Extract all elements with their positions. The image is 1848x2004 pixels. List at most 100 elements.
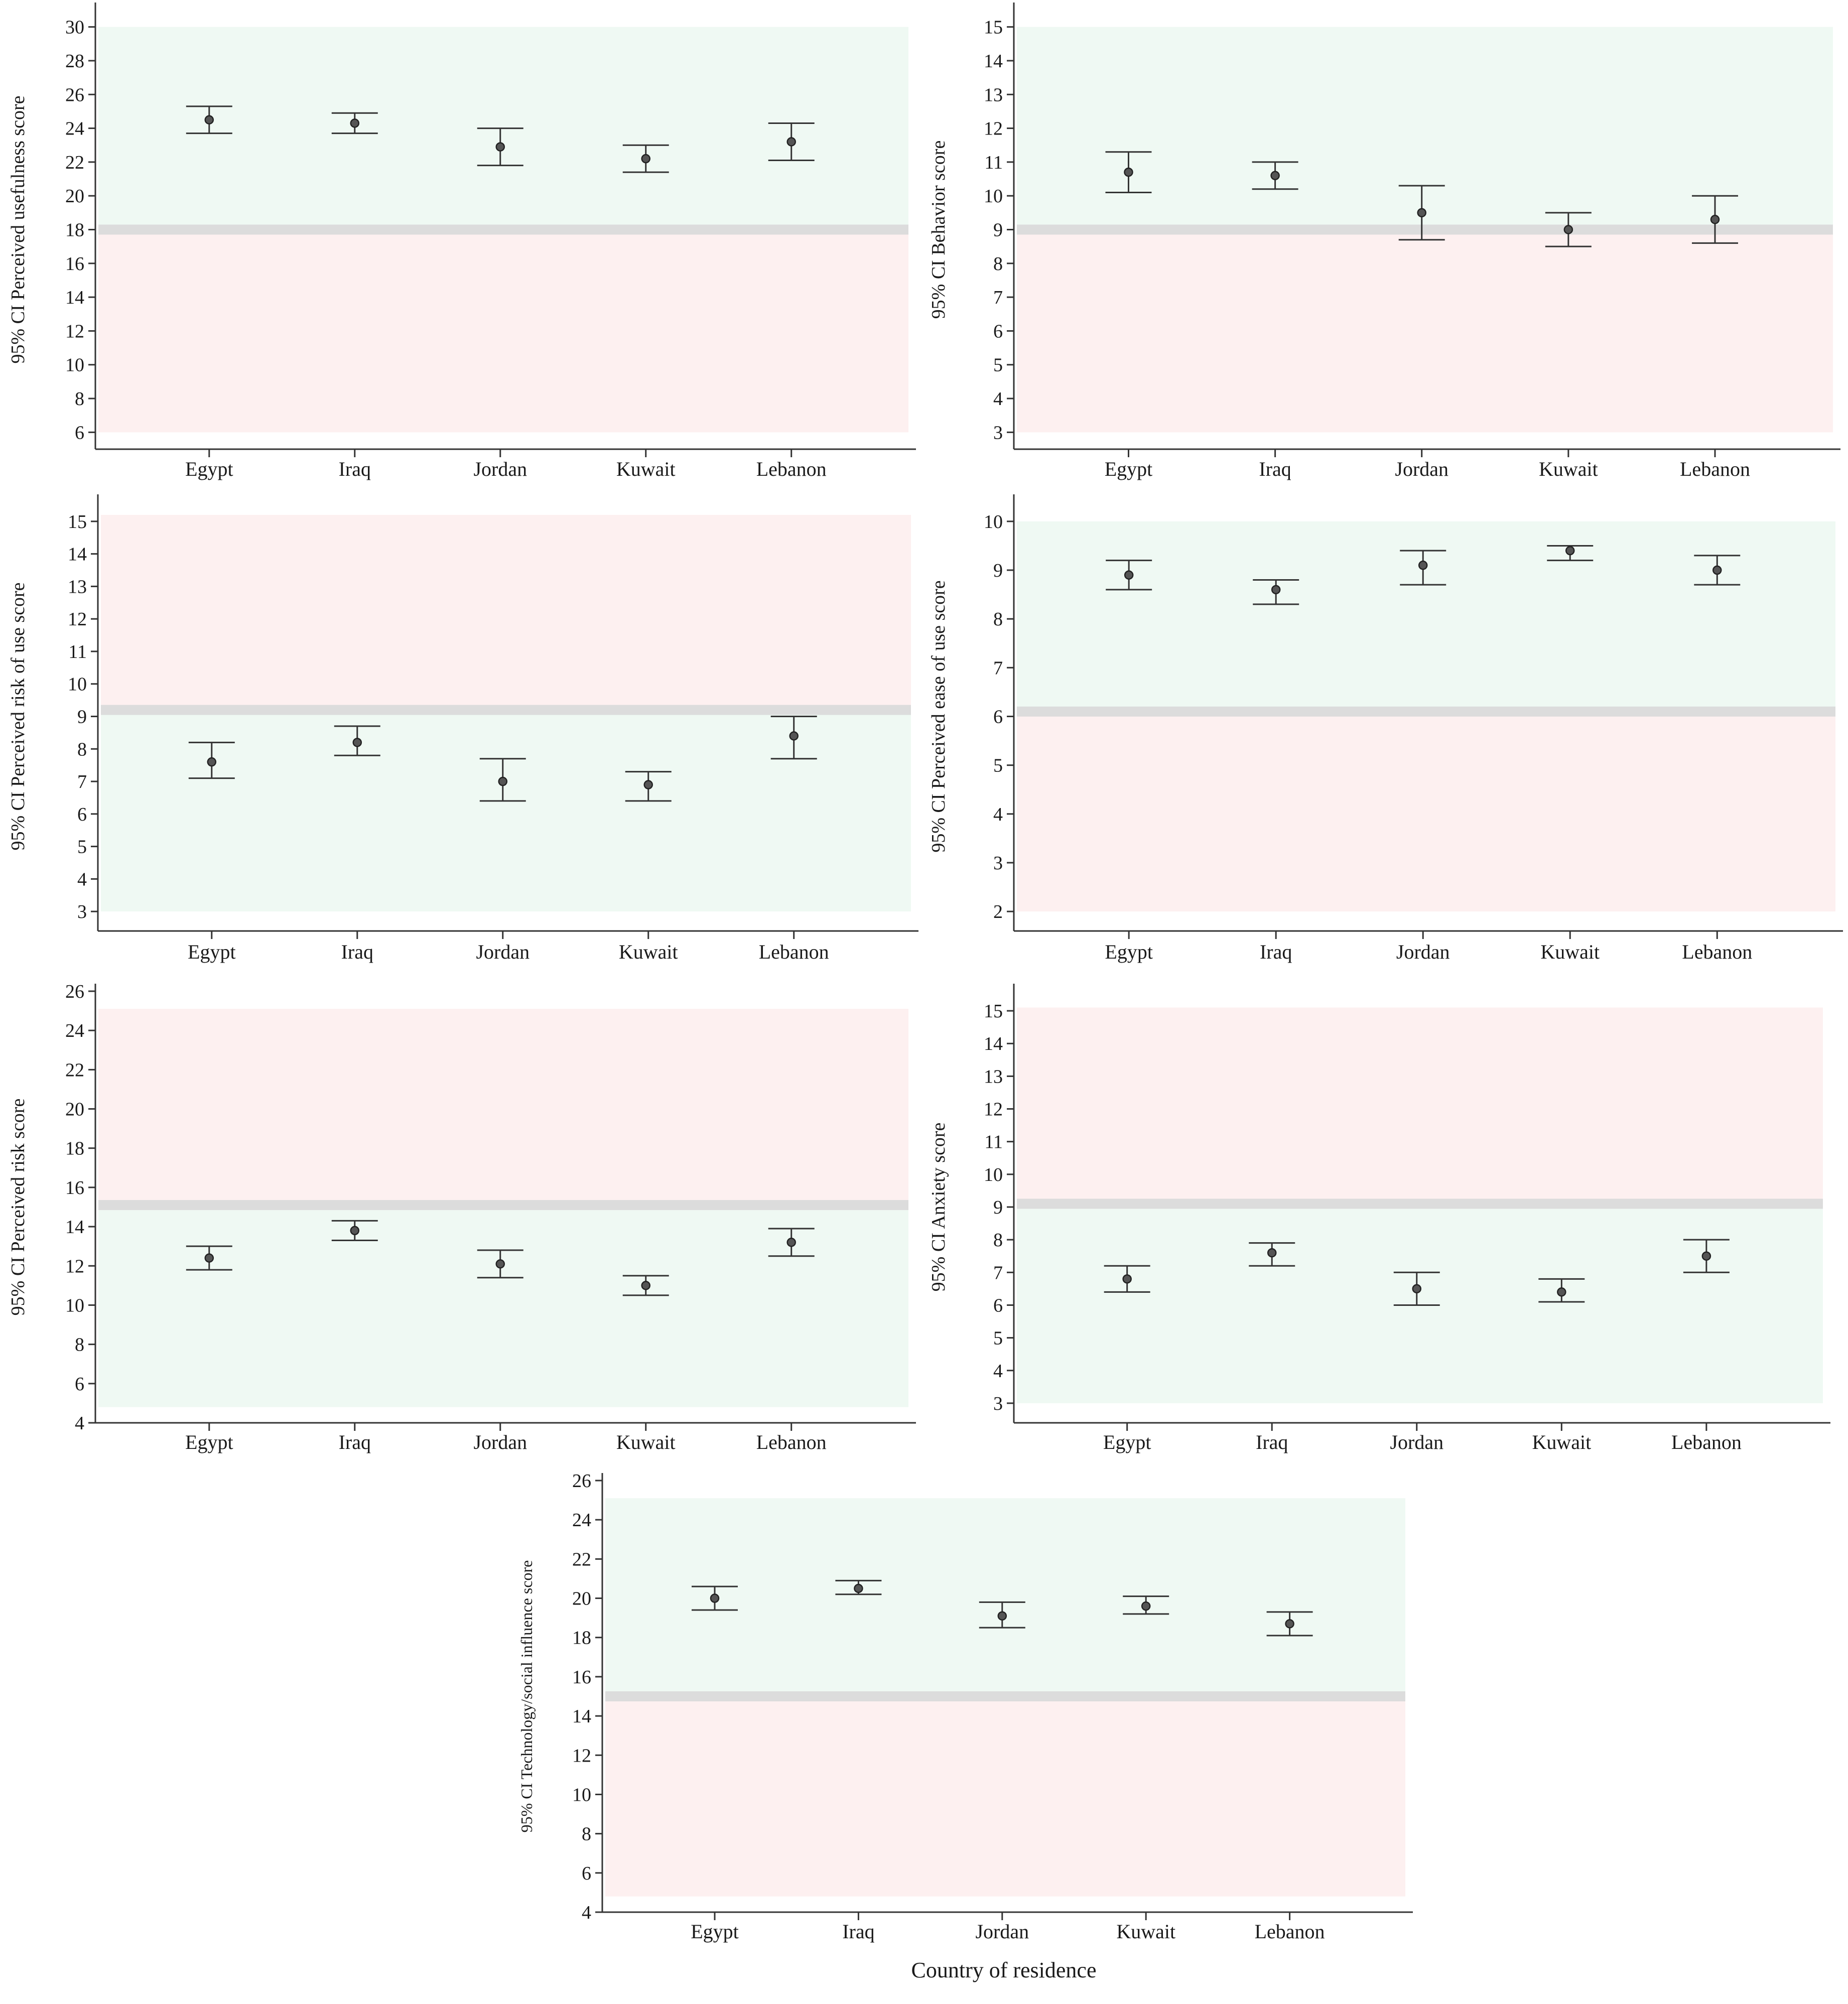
x-tick-label: Egypt bbox=[1105, 458, 1153, 480]
x-tick-label: Iraq bbox=[842, 1920, 874, 1943]
y-tick-label: 13 bbox=[984, 84, 1003, 105]
perceived-risk-chart: 4 6 8 10 12 14 16 18 20 22 24 26 95% CI Perceived ri… bbox=[0, 981, 923, 1463]
y-tick-label: 26 bbox=[572, 1471, 591, 1492]
x-tick-label: Jordan bbox=[473, 1431, 527, 1453]
mean-point bbox=[495, 1259, 505, 1269]
y-tick-label: 5 bbox=[77, 837, 87, 858]
y-tick-label: 9 bbox=[77, 707, 87, 728]
mean-point bbox=[350, 1226, 360, 1236]
x-tick-label: Jordan bbox=[1396, 941, 1450, 963]
y-tick-label: 4 bbox=[993, 388, 1003, 410]
y-tick-label: 6 bbox=[993, 707, 1003, 728]
threshold-line bbox=[1017, 706, 1835, 717]
red-band bbox=[101, 514, 911, 710]
y-tick-label: 4 bbox=[993, 1361, 1003, 1382]
x-tick-label: Iraq bbox=[1260, 941, 1292, 963]
red-band bbox=[1017, 1007, 1823, 1204]
y-tick-label: 14 bbox=[984, 1033, 1003, 1054]
y-axis-title: 95% CI Perceived usefulness score bbox=[8, 96, 29, 364]
y-tick-label: 12 bbox=[984, 118, 1003, 140]
y-tick-label: 10 bbox=[984, 1164, 1003, 1185]
y-tick-label: 18 bbox=[65, 1138, 84, 1159]
y-axis-title: 95% CI Behavior score bbox=[928, 141, 949, 319]
x-tick-label: Lebanon bbox=[1682, 941, 1752, 963]
x-tick-label: Kuwait bbox=[616, 1431, 676, 1453]
y-tick-label: 15 bbox=[984, 17, 1003, 38]
red-band bbox=[1017, 229, 1833, 433]
chart-svg: 3 4 5 6 7 8 9 10 11 12 13 14 15 95% CI Anxiety score E… bbox=[928, 984, 1830, 1453]
risk-of-use-chart: 3 4 5 6 7 8 9 10 11 12 13 14 15 95% CI Perceived risk… bbox=[0, 492, 923, 984]
x-tick-label: Iraq bbox=[1256, 1431, 1288, 1453]
mean-point bbox=[1557, 1287, 1566, 1297]
mean-point bbox=[1285, 1619, 1294, 1629]
y-tick-label: 4 bbox=[77, 869, 87, 890]
x-tick-label: Lebanon bbox=[1680, 458, 1750, 480]
social-influence-chart: 4 6 8 10 12 14 16 18 20 22 24 26 95% CI Technology/s… bbox=[517, 1471, 1420, 1952]
chart-svg: 2 3 4 5 6 7 8 9 10 95% CI Perceived ease of use s… bbox=[928, 494, 1843, 963]
y-tick-label: 10 bbox=[65, 355, 84, 376]
x-tick-label: Kuwait bbox=[616, 458, 676, 480]
x-tick-label: Iraq bbox=[339, 1431, 371, 1453]
y-tick-label: 6 bbox=[77, 804, 87, 825]
mean-point bbox=[1267, 1248, 1277, 1258]
x-tick-label: Iraq bbox=[339, 458, 371, 480]
mean-point bbox=[495, 142, 505, 152]
mean-point bbox=[204, 115, 214, 124]
y-tick-label: 7 bbox=[993, 657, 1003, 679]
x-tick-label: Egypt bbox=[1103, 1431, 1151, 1453]
ease-of-use-chart: 2 3 4 5 6 7 8 9 10 95% CI Perceived ease of use s… bbox=[923, 492, 1848, 984]
mean-point bbox=[1271, 585, 1281, 595]
y-tick-label: 5 bbox=[993, 355, 1003, 376]
y-tick-label: 14 bbox=[572, 1706, 591, 1727]
y-tick-label: 9 bbox=[993, 560, 1003, 581]
y-tick-label: 16 bbox=[572, 1667, 591, 1688]
x-tick-label: Jordan bbox=[975, 1920, 1029, 1943]
y-tick-label: 7 bbox=[993, 1262, 1003, 1283]
x-tick-label: Egypt bbox=[1105, 941, 1153, 963]
threshold-line bbox=[98, 1200, 908, 1211]
y-tick-label: 26 bbox=[65, 981, 84, 1002]
mean-point bbox=[1124, 167, 1133, 177]
y-tick-label: 12 bbox=[65, 1256, 84, 1277]
mean-point bbox=[997, 1611, 1007, 1621]
y-tick-label: 4 bbox=[75, 1413, 84, 1434]
behavior-chart: 3 4 5 6 7 8 9 10 11 12 13 14 15 95% CI Behavior score… bbox=[923, 0, 1848, 492]
mean-point bbox=[789, 731, 799, 741]
x-tick-label: Iraq bbox=[1259, 458, 1291, 480]
y-tick-label: 24 bbox=[65, 1020, 84, 1041]
mean-point bbox=[786, 1238, 796, 1247]
y-axis-title: 95% CI Perceived risk score bbox=[8, 1099, 29, 1316]
y-tick-label: 9 bbox=[993, 1197, 1003, 1218]
mean-point bbox=[1141, 1601, 1151, 1611]
y-tick-label: 22 bbox=[572, 1549, 591, 1570]
x-tick-label: Jordan bbox=[473, 458, 527, 480]
chart-svg: 3 4 5 6 7 8 9 10 11 12 13 14 15 95% CI Behavior score… bbox=[928, 3, 1840, 480]
mean-point bbox=[1124, 570, 1134, 580]
x-tick-label: Lebanon bbox=[1671, 1431, 1742, 1453]
x-tick-label: Jordan bbox=[1390, 1431, 1443, 1453]
y-tick-label: 8 bbox=[993, 1230, 1003, 1251]
y-tick-label: 16 bbox=[65, 1177, 84, 1198]
y-axis-title: 95% CI Technology/social influence score bbox=[517, 1560, 536, 1833]
y-tick-label: 24 bbox=[65, 118, 84, 140]
chart-svg: 6 8 10 12 14 16 18 20 22 24 26 28 30 95% CI Perceived… bbox=[8, 3, 916, 480]
mean-point bbox=[1122, 1274, 1132, 1284]
y-tick-label: 8 bbox=[75, 1334, 84, 1356]
y-tick-label: 5 bbox=[993, 755, 1003, 776]
y-tick-label: 3 bbox=[993, 853, 1003, 874]
y-axis-title: 95% CI Anxiety score bbox=[928, 1123, 949, 1292]
y-tick-label: 22 bbox=[65, 1059, 84, 1081]
y-tick-label: 6 bbox=[582, 1863, 591, 1884]
mean-point bbox=[498, 776, 508, 786]
y-tick-label: 10 bbox=[68, 674, 87, 695]
y-tick-label: 6 bbox=[993, 321, 1003, 342]
threshold-line bbox=[1017, 1198, 1823, 1209]
mean-point bbox=[1417, 208, 1426, 218]
y-tick-label: 24 bbox=[572, 1510, 591, 1531]
threshold-line bbox=[101, 705, 911, 715]
y-tick-label: 14 bbox=[65, 287, 84, 308]
y-tick-label: 11 bbox=[984, 152, 1003, 173]
y-tick-label: 16 bbox=[65, 253, 84, 275]
green-band bbox=[101, 710, 911, 912]
x-tick-label: Kuwait bbox=[1116, 1920, 1175, 1943]
